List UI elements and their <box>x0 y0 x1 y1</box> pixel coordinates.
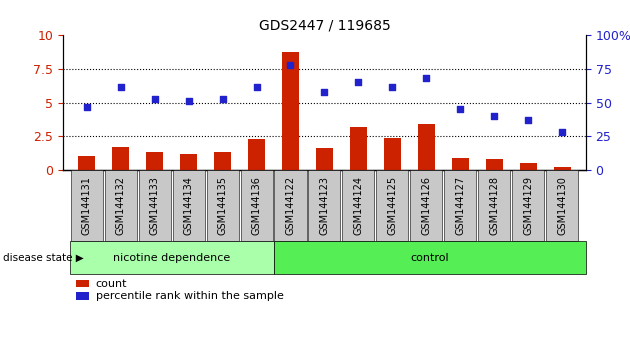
Point <box>557 130 567 135</box>
Text: GSM144133: GSM144133 <box>150 176 159 235</box>
Point <box>150 96 160 102</box>
Point <box>523 117 533 123</box>
Text: GSM144125: GSM144125 <box>387 176 398 235</box>
Bar <box>452 158 469 170</box>
Text: GSM144134: GSM144134 <box>183 176 193 235</box>
Text: GSM144135: GSM144135 <box>217 176 227 235</box>
Bar <box>282 52 299 170</box>
Point <box>217 96 227 102</box>
Text: GSM144123: GSM144123 <box>319 176 329 235</box>
Point <box>421 76 432 81</box>
Bar <box>520 163 537 170</box>
Bar <box>180 154 197 170</box>
Text: count: count <box>96 279 127 289</box>
Bar <box>486 159 503 170</box>
Bar <box>214 153 231 170</box>
Point <box>183 98 193 104</box>
Point <box>489 113 499 119</box>
Bar <box>384 138 401 170</box>
Text: GSM144136: GSM144136 <box>251 176 261 235</box>
Text: GSM144128: GSM144128 <box>490 176 499 235</box>
Text: GSM144127: GSM144127 <box>455 176 466 235</box>
Bar <box>146 152 163 170</box>
Point <box>116 84 126 89</box>
Point <box>82 104 92 109</box>
Text: GSM144126: GSM144126 <box>421 176 432 235</box>
Bar <box>112 147 129 170</box>
Text: GSM144130: GSM144130 <box>557 176 567 235</box>
Text: GSM144122: GSM144122 <box>285 176 295 235</box>
Text: control: control <box>410 252 449 263</box>
Text: GSM144129: GSM144129 <box>523 176 533 235</box>
Point <box>353 80 364 85</box>
Bar <box>554 166 571 170</box>
Text: GSM144131: GSM144131 <box>82 176 92 235</box>
Bar <box>78 156 95 170</box>
Bar <box>418 124 435 170</box>
Text: nicotine dependence: nicotine dependence <box>113 252 231 263</box>
Point <box>251 84 261 89</box>
Text: disease state ▶: disease state ▶ <box>3 252 84 263</box>
Bar <box>316 148 333 170</box>
Bar <box>248 139 265 170</box>
Point <box>455 107 466 112</box>
Title: GDS2447 / 119685: GDS2447 / 119685 <box>258 19 391 33</box>
Text: GSM144124: GSM144124 <box>353 176 364 235</box>
Point <box>387 84 398 89</box>
Bar <box>350 127 367 170</box>
Text: GSM144132: GSM144132 <box>116 176 126 235</box>
Point <box>285 62 295 68</box>
Text: percentile rank within the sample: percentile rank within the sample <box>96 291 284 301</box>
Point <box>319 89 329 95</box>
